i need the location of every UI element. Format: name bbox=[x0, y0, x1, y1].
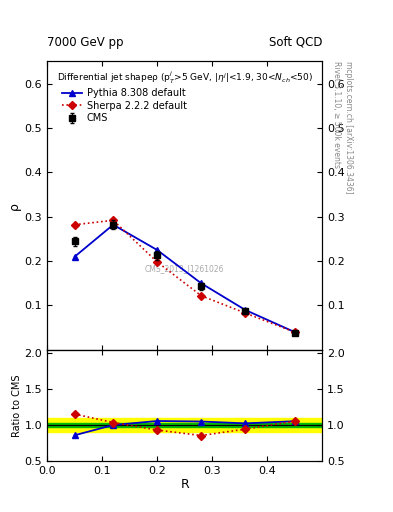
X-axis label: R: R bbox=[180, 478, 189, 492]
Pythia 8.308 default bbox=[243, 307, 248, 313]
Sherpa 2.2.2 default bbox=[199, 293, 204, 299]
Pythia 8.308 default bbox=[111, 222, 116, 228]
Legend: Pythia 8.308 default, Sherpa 2.2.2 default, CMS: Pythia 8.308 default, Sherpa 2.2.2 defau… bbox=[60, 87, 189, 125]
Text: Differential jet shapeρ (p$_T^j$>5 GeV, |$\eta^j$|<1.9, 30<$N_{ch}$<50): Differential jet shapeρ (p$_T^j$>5 GeV, … bbox=[57, 70, 313, 87]
Sherpa 2.2.2 default bbox=[243, 310, 248, 316]
Text: Rivet 3.1.10, ≥ 500k events: Rivet 3.1.10, ≥ 500k events bbox=[332, 61, 341, 168]
Y-axis label: ρ: ρ bbox=[7, 202, 20, 209]
Text: mcplots.cern.ch [arXiv:1306.3436]: mcplots.cern.ch [arXiv:1306.3436] bbox=[344, 61, 353, 194]
Sherpa 2.2.2 default bbox=[72, 222, 77, 228]
Pythia 8.308 default bbox=[292, 329, 297, 335]
Pythia 8.308 default bbox=[199, 280, 204, 286]
Pythia 8.308 default bbox=[72, 253, 77, 260]
Sherpa 2.2.2 default bbox=[155, 259, 160, 265]
Text: Soft QCD: Soft QCD bbox=[269, 36, 322, 49]
Pythia 8.308 default bbox=[155, 247, 160, 253]
Sherpa 2.2.2 default bbox=[292, 329, 297, 335]
Y-axis label: Ratio to CMS: Ratio to CMS bbox=[12, 374, 22, 437]
Text: CMS_2013_I1261026: CMS_2013_I1261026 bbox=[145, 265, 224, 273]
Text: 7000 GeV pp: 7000 GeV pp bbox=[47, 36, 124, 49]
Bar bbox=[47, 423, 322, 427]
Line: Sherpa 2.2.2 default: Sherpa 2.2.2 default bbox=[72, 218, 298, 335]
Bar bbox=[47, 418, 322, 432]
Line: Pythia 8.308 default: Pythia 8.308 default bbox=[71, 221, 298, 335]
Sherpa 2.2.2 default bbox=[111, 217, 116, 223]
